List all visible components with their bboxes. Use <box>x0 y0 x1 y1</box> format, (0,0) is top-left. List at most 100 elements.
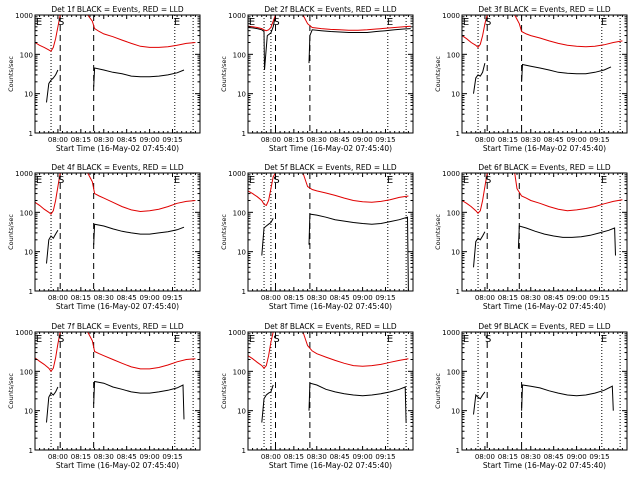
y-tick-label: 100 <box>20 368 33 376</box>
lld-series-line <box>247 14 276 32</box>
plot-frame <box>247 172 414 292</box>
panel-title: Det 3f BLACK = Events, RED = LLD <box>478 5 611 14</box>
detector-panel: 1 10 100 1000 08:00 08:15 08:30 08:45 09:00 09:15… <box>7 5 201 153</box>
y-tick-label: 1000 <box>228 329 246 337</box>
events-series-line <box>517 225 616 256</box>
x-tick-label: 08:45 <box>117 453 137 461</box>
start-marker-label: S <box>485 175 491 186</box>
end-marker-label: E <box>36 175 42 186</box>
events-series-line <box>93 380 185 420</box>
end-marker-label: E <box>601 17 607 28</box>
lld-series-line <box>514 172 623 212</box>
detector-panel: 1 10 100 1000 08:00 08:15 08:30 08:45 09:00 09:15… <box>434 322 628 470</box>
events-series-line <box>261 218 274 256</box>
events-series-line <box>473 231 486 268</box>
y-tick-label: 1 <box>456 447 460 455</box>
end-marker-label: E <box>174 17 180 28</box>
end-marker-label: E <box>174 175 180 186</box>
detector-panel: 1 10 100 1000 08:00 08:15 08:30 08:45 09:00 09:15… <box>220 163 414 311</box>
lld-series-line <box>461 14 490 49</box>
lld-series-line <box>302 172 409 203</box>
events-series-line <box>308 382 407 423</box>
x-tick-label: 08:45 <box>117 136 137 144</box>
x-tick-label: 09:00 <box>566 136 586 144</box>
start-marker-label: S <box>485 17 491 28</box>
y-tick-label: 10 <box>451 408 460 416</box>
y-axis-label: Counts/sec <box>7 56 15 92</box>
x-tick-label: 08:15 <box>284 294 304 302</box>
lld-series-line <box>302 14 411 31</box>
x-tick-label: 08:15 <box>71 136 91 144</box>
events-series-line <box>521 63 612 82</box>
x-tick-label: 09:15 <box>375 453 395 461</box>
x-tick-label: 08:45 <box>544 453 564 461</box>
y-tick-label: 100 <box>233 368 246 376</box>
x-tick-label: 08:15 <box>71 294 91 302</box>
x-tick-label: 08:30 <box>521 453 541 461</box>
y-tick-label: 1000 <box>15 329 33 337</box>
lld-series-line <box>34 14 63 52</box>
x-tick-label: 08:00 <box>261 453 281 461</box>
y-tick-label: 100 <box>447 368 460 376</box>
lld-series-line <box>461 172 490 214</box>
start-marker-label: S <box>273 17 279 28</box>
y-tick-label: 1000 <box>15 12 33 20</box>
x-tick-label: 09:00 <box>352 136 372 144</box>
x-tick-label: 08:30 <box>307 294 327 302</box>
y-tick-label: 1 <box>242 130 246 138</box>
x-tick-label: 09:00 <box>352 294 372 302</box>
x-tick-label: 08:30 <box>94 294 114 302</box>
start-marker-label: S <box>273 334 279 345</box>
end-marker-label: E <box>463 17 469 28</box>
y-axis-label: Counts/sec <box>220 56 228 92</box>
y-tick-label: 1 <box>29 130 33 138</box>
x-tick-label: 08:00 <box>48 136 68 144</box>
x-tick-label: 08:15 <box>284 136 304 144</box>
x-axis-label: Start Time (16-May-02 07:45:40) <box>56 144 179 153</box>
y-tick-label: 10 <box>237 249 246 257</box>
panel-title: Det 1f BLACK = Events, RED = LLD <box>51 5 184 14</box>
x-axis-label: Start Time (16-May-02 07:45:40) <box>56 302 179 311</box>
events-series-line <box>308 28 411 64</box>
detector-panel: 1 10 100 1000 08:00 08:15 08:30 08:45 09:00 09:15… <box>7 322 201 470</box>
y-tick-label: 1 <box>29 288 33 296</box>
x-tick-label: 09:00 <box>139 136 159 144</box>
x-tick-label: 08:45 <box>330 453 350 461</box>
end-marker-label: E <box>36 334 42 345</box>
x-tick-label: 08:30 <box>307 453 327 461</box>
start-marker-label: S <box>58 334 64 345</box>
x-tick-label: 09:15 <box>589 453 609 461</box>
x-tick-label: 09:15 <box>162 453 182 461</box>
x-tick-label: 08:30 <box>521 136 541 144</box>
events-series-line <box>247 14 276 71</box>
x-tick-label: 08:45 <box>330 294 350 302</box>
x-tick-label: 08:15 <box>498 136 518 144</box>
end-marker-label: E <box>387 175 393 186</box>
lld-series-line <box>514 14 623 48</box>
y-tick-label: 1000 <box>442 12 460 20</box>
x-tick-label: 09:00 <box>139 453 159 461</box>
plot-frame <box>247 14 414 134</box>
events-series-line <box>261 384 274 423</box>
end-marker-label: E <box>249 175 255 186</box>
x-tick-label: 08:00 <box>261 294 281 302</box>
y-tick-label: 1000 <box>442 170 460 178</box>
x-tick-label: 08:15 <box>71 453 91 461</box>
x-tick-label: 08:30 <box>94 453 114 461</box>
lld-series-line <box>247 172 276 207</box>
end-marker-label: E <box>174 334 180 345</box>
x-axis-label: Start Time (16-May-02 07:45:40) <box>269 144 392 153</box>
x-axis-label: Start Time (16-May-02 07:45:40) <box>269 461 392 470</box>
start-marker-label: S <box>273 175 279 186</box>
x-tick-label: 08:15 <box>284 453 304 461</box>
panel-title: Det 9f BLACK = Events, RED = LLD <box>478 322 611 331</box>
y-tick-label: 1000 <box>228 12 246 20</box>
x-tick-label: 08:45 <box>544 136 564 144</box>
end-marker-label: E <box>387 17 393 28</box>
x-tick-label: 08:15 <box>498 453 518 461</box>
events-series-line <box>93 223 185 245</box>
detector-panel: 1 10 100 1000 08:00 08:15 08:30 08:45 09:00 09:15… <box>7 163 201 311</box>
detector-panel: 1 10 100 1000 08:00 08:15 08:30 08:45 09:00 09:15… <box>434 163 628 311</box>
panel-title: Det 8f BLACK = Events, RED = LLD <box>264 322 397 331</box>
